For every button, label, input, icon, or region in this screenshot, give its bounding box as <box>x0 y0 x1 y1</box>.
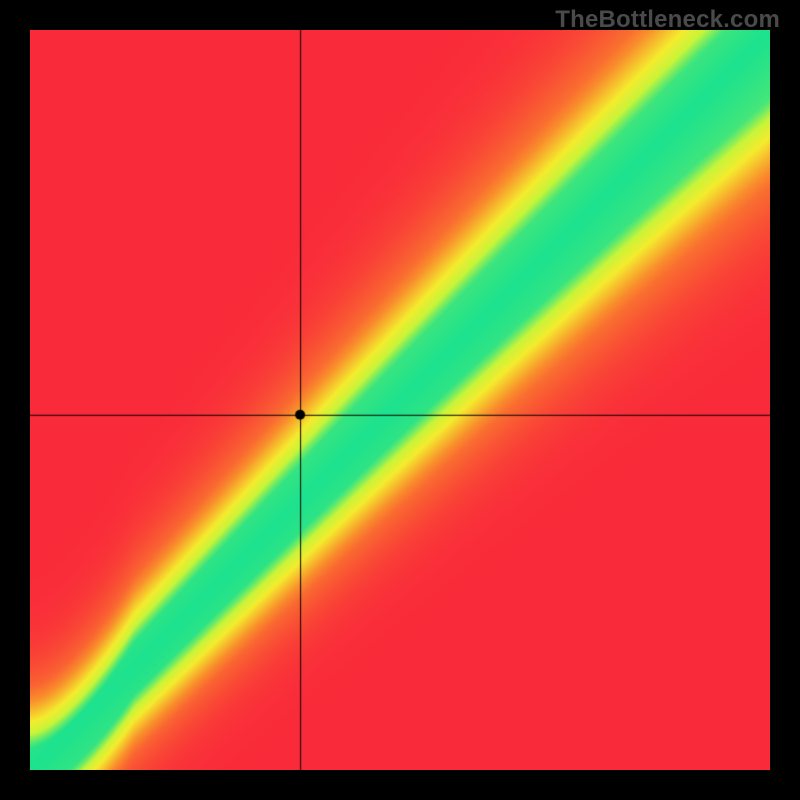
outer-black-frame: TheBottleneck.com <box>0 0 800 800</box>
plot-area <box>30 30 770 770</box>
watermark-text: TheBottleneck.com <box>555 6 780 34</box>
heatmap-canvas <box>30 30 770 770</box>
